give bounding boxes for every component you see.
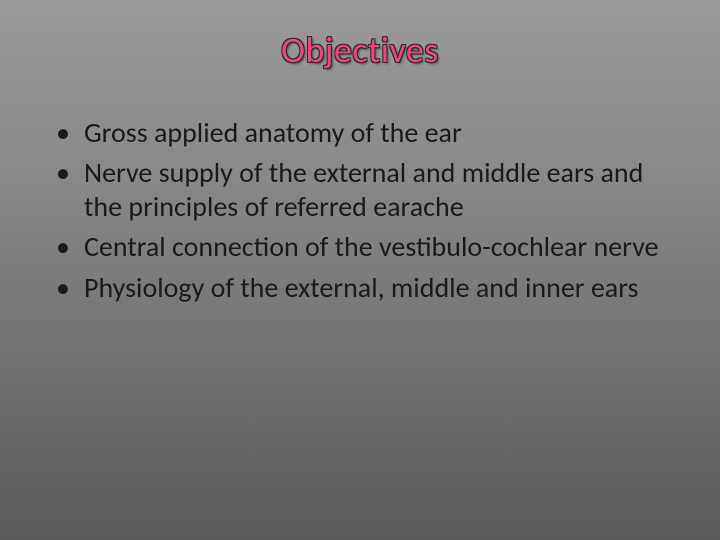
list-item: Gross applied anatomy of the ear <box>56 116 682 150</box>
slide-title: Objectives <box>38 28 682 72</box>
list-item: Physiology of the external, middle and i… <box>56 271 682 305</box>
bullet-list: Gross applied anatomy of the ear Nerve s… <box>38 116 682 305</box>
list-item: Nerve supply of the external and middle … <box>56 156 682 224</box>
slide-container: Objectives Gross applied anatomy of the … <box>0 0 720 540</box>
list-item: Central connection of the vestibulo-coch… <box>56 230 682 264</box>
